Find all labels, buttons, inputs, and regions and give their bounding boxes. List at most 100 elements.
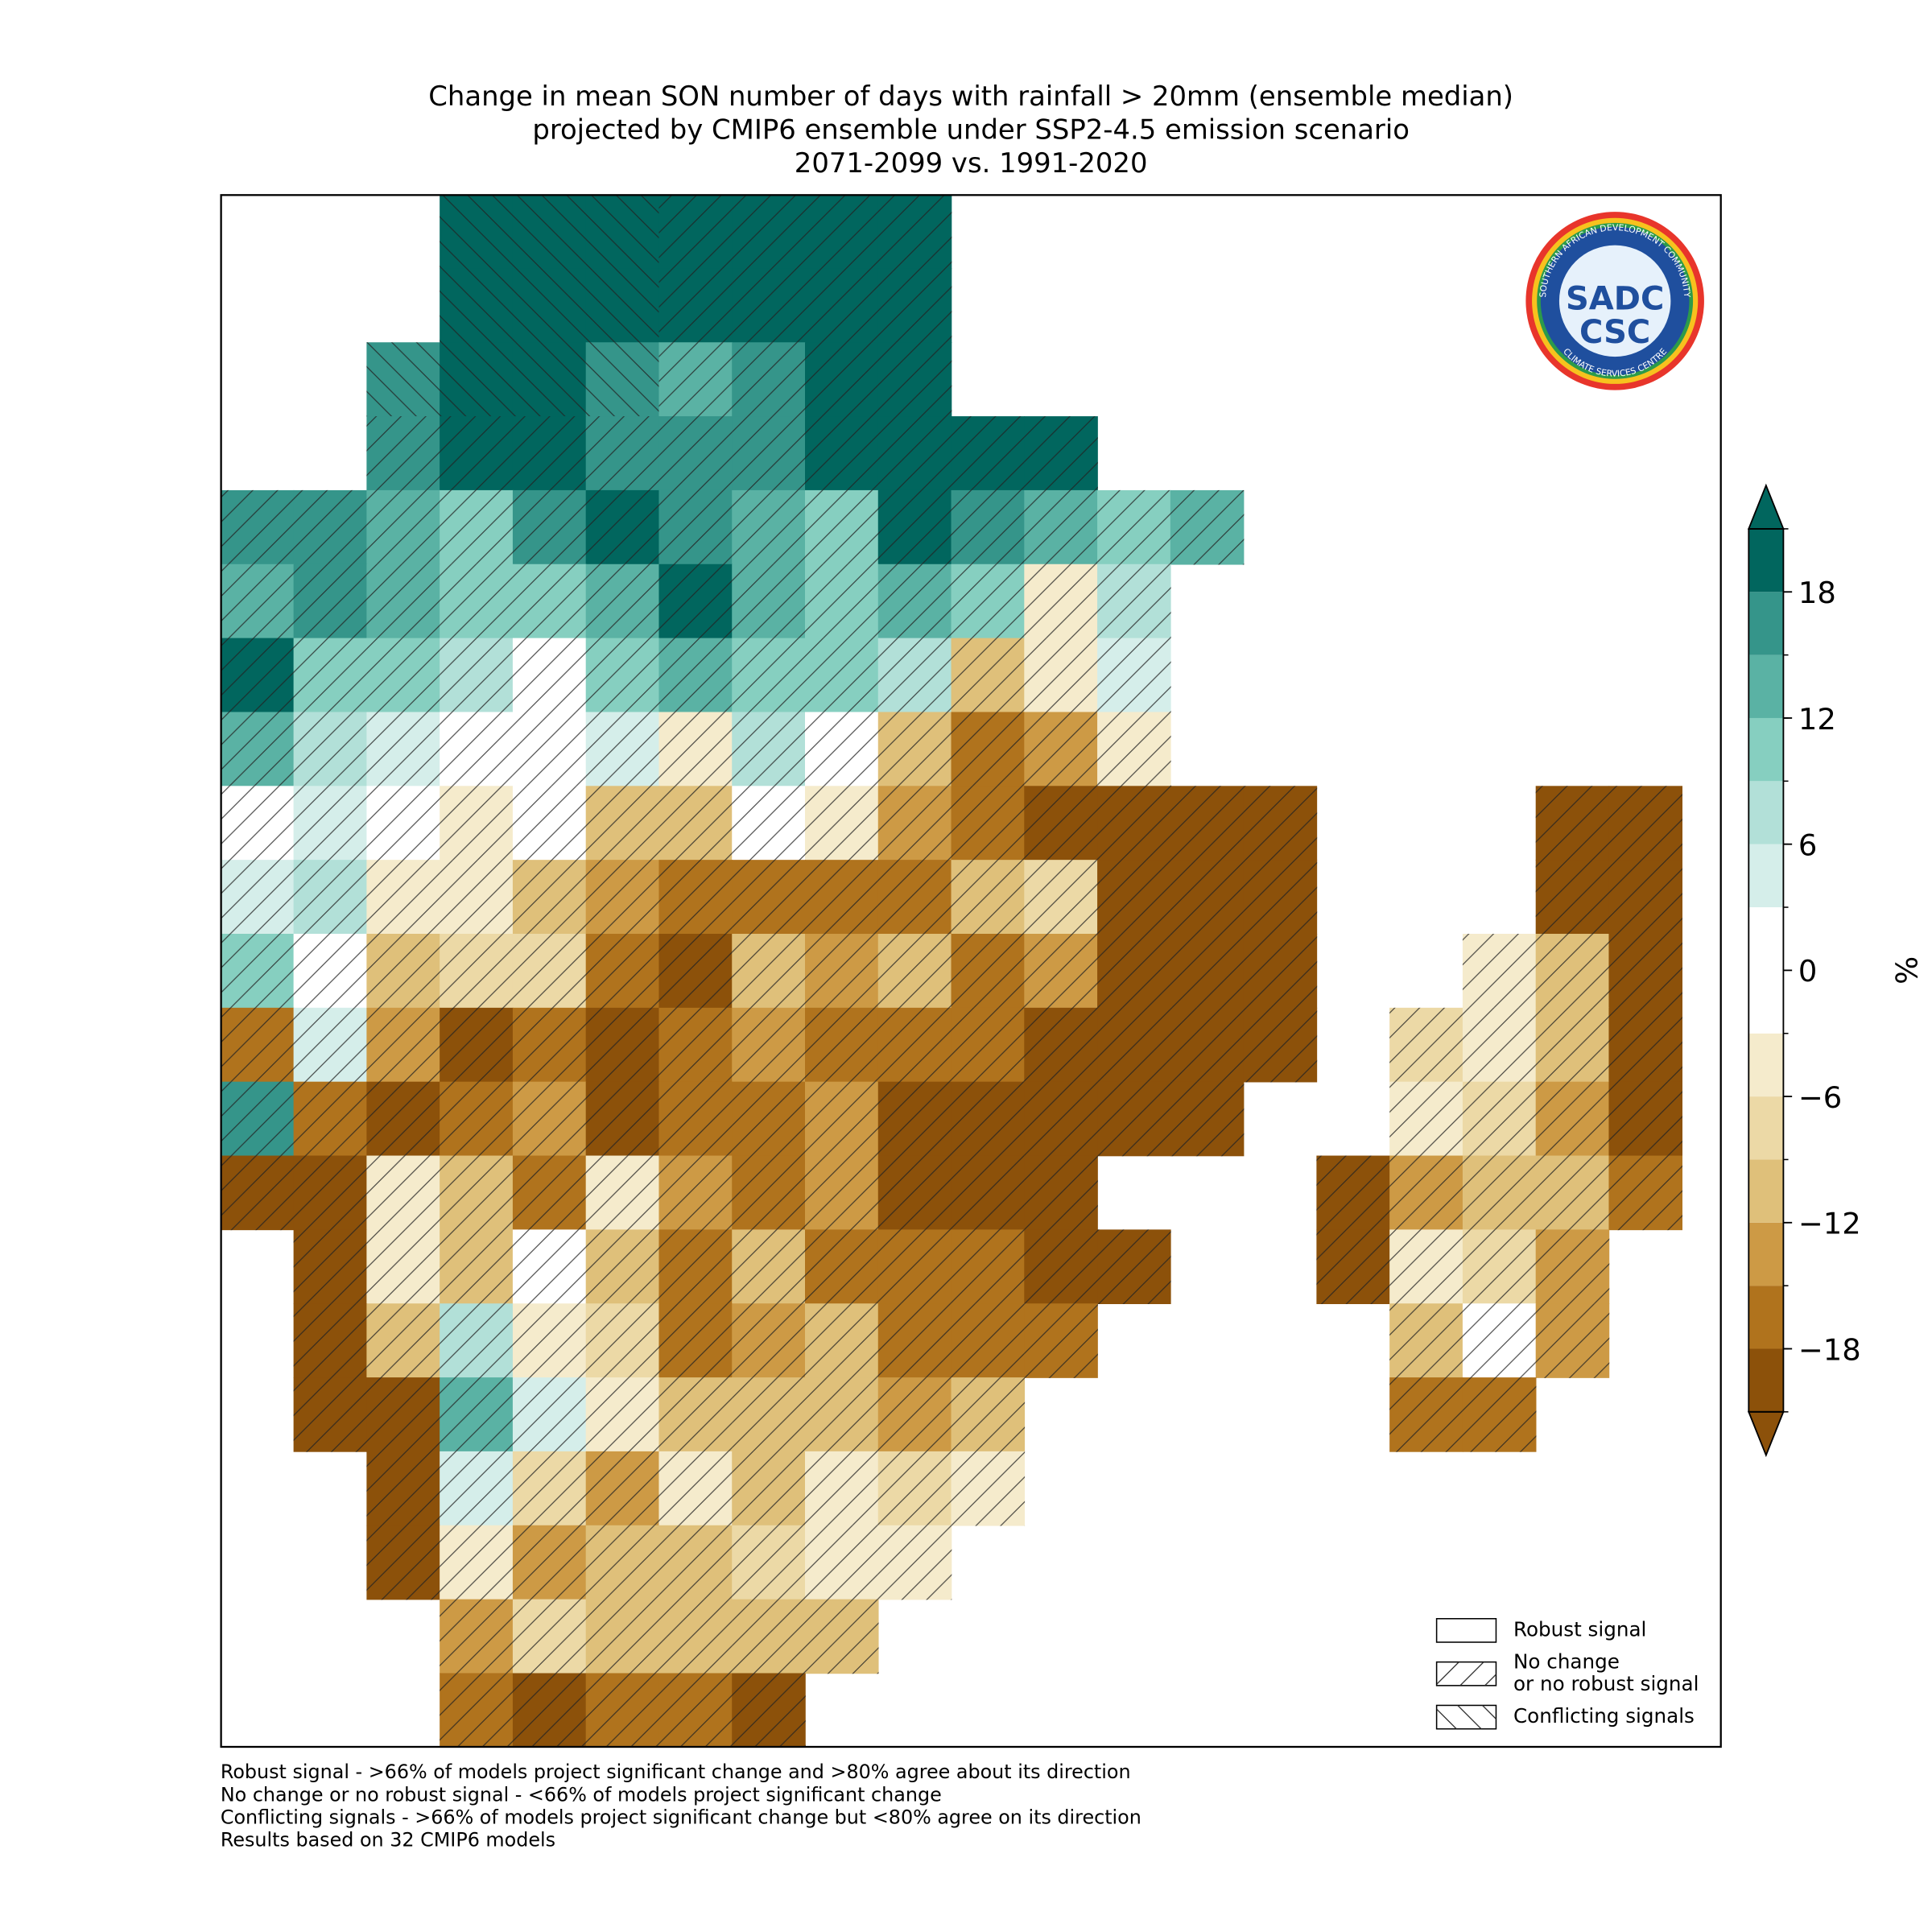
hatching	[1024, 1229, 1098, 1304]
hatching	[1316, 1229, 1390, 1304]
hatching	[512, 1451, 587, 1526]
colorbar-segment	[1748, 1286, 1784, 1349]
hatching	[732, 1673, 806, 1747]
chart-title: projected by CMIP6 ensemble under SSP2-4…	[532, 114, 1410, 145]
hatching	[585, 1525, 660, 1600]
hatching	[1024, 712, 1098, 787]
hatching	[805, 1007, 879, 1083]
hatching	[440, 712, 514, 787]
hatching	[658, 489, 733, 565]
hatching	[512, 712, 587, 787]
hatching	[805, 1525, 879, 1600]
chart-title: 2071-2099 vs. 1991-2020	[795, 147, 1148, 179]
hatching	[221, 489, 295, 565]
hatching	[1608, 1155, 1682, 1231]
hatching	[440, 416, 514, 491]
hatching	[1462, 1377, 1537, 1452]
hatching	[877, 786, 952, 861]
title: Change in mean SON number of days with r…	[428, 80, 1513, 179]
hatching	[293, 638, 368, 713]
hatching	[877, 1525, 952, 1600]
hatching	[951, 1303, 1026, 1378]
hatching	[1608, 786, 1682, 861]
hatching	[512, 638, 587, 713]
hatching	[440, 934, 514, 1009]
hatching	[440, 1229, 514, 1304]
hatching	[293, 786, 368, 861]
hatching	[658, 860, 733, 935]
hatching	[732, 489, 806, 565]
colorbar-segment	[1748, 1096, 1784, 1160]
hatching	[805, 786, 879, 861]
hatching	[585, 342, 660, 417]
hatching	[658, 1155, 733, 1231]
hatching	[732, 712, 806, 787]
hatching	[1389, 1229, 1463, 1304]
hatching	[1097, 1229, 1171, 1304]
hatching	[1024, 416, 1098, 491]
hatching	[732, 786, 806, 861]
hatching	[1024, 860, 1098, 935]
hatching	[951, 712, 1026, 787]
hatching	[221, 712, 295, 787]
hatching	[877, 489, 952, 565]
hatching	[1170, 489, 1245, 565]
hatching	[585, 196, 660, 270]
hatching	[366, 1229, 440, 1304]
hatching	[221, 1007, 295, 1083]
hatching	[512, 1525, 587, 1600]
hatching	[512, 1377, 587, 1452]
hatching	[877, 1229, 952, 1304]
colorbar-segment	[1748, 1222, 1784, 1286]
hatching	[585, 1081, 660, 1157]
hatching	[1608, 1007, 1682, 1083]
hatching	[585, 786, 660, 861]
hatching	[585, 489, 660, 565]
hatching	[366, 1377, 440, 1452]
hatching	[951, 1377, 1026, 1452]
hatching	[1462, 934, 1537, 1009]
hatching	[512, 1599, 587, 1674]
hatching	[658, 1525, 733, 1600]
footnote: Robust signal - >66% of models project s…	[221, 1761, 1131, 1783]
hatching	[951, 1451, 1026, 1526]
hatching	[732, 564, 806, 639]
hatching	[877, 416, 952, 491]
hatching	[1243, 934, 1318, 1009]
hatching	[1024, 564, 1098, 639]
colorbar-segment	[1748, 1159, 1784, 1223]
hatching	[732, 1525, 806, 1600]
hatching	[1097, 1081, 1171, 1157]
hatching	[877, 196, 952, 270]
hatching	[877, 1081, 952, 1157]
colorbar-segment	[1748, 592, 1784, 655]
hatching	[1535, 1155, 1610, 1231]
colorbar-segment	[1748, 528, 1784, 592]
hatching	[805, 1599, 879, 1674]
hatching	[732, 1007, 806, 1083]
hatching	[877, 638, 952, 713]
hatching	[1024, 1007, 1098, 1083]
hatching	[512, 564, 587, 639]
hatching	[1535, 786, 1610, 861]
colorbar-tick-label: 0	[1798, 954, 1817, 989]
hatching	[440, 786, 514, 861]
hatching	[440, 268, 514, 343]
hatching	[877, 1007, 952, 1083]
hatching	[658, 342, 733, 417]
colorbar-tick-label: −12	[1798, 1207, 1861, 1241]
colorbar-segment	[1748, 717, 1784, 782]
hatching	[293, 1229, 368, 1304]
hatching	[221, 1081, 295, 1157]
legend-swatch	[1435, 1618, 1497, 1643]
hatching	[512, 1155, 587, 1231]
hatching	[366, 1081, 440, 1157]
hatching	[732, 196, 806, 270]
hatching	[805, 564, 879, 639]
hatching	[440, 1525, 514, 1600]
hatching	[732, 1081, 806, 1157]
hatching	[293, 564, 368, 639]
colorbar-tick-label: 6	[1798, 828, 1817, 863]
hatching	[293, 1377, 368, 1452]
